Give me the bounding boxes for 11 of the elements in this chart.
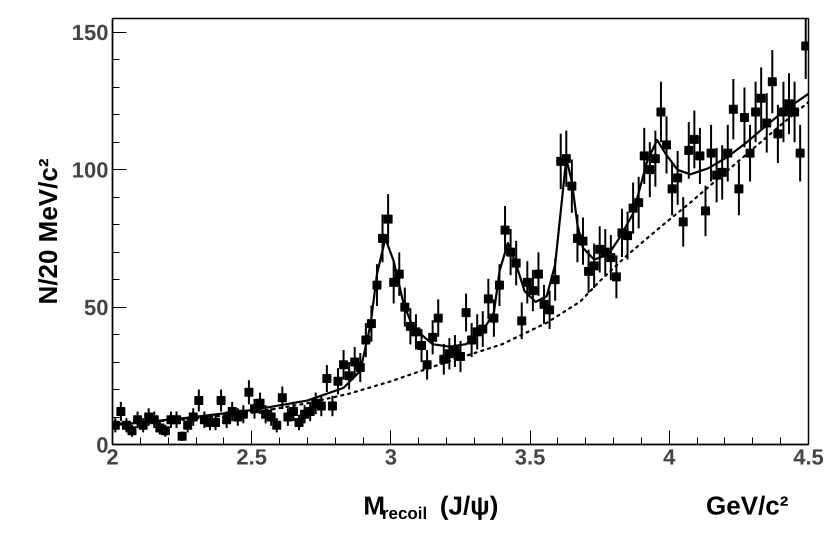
y-tick-label: 150 xyxy=(72,20,109,46)
x-tick-label: 2 xyxy=(106,444,119,470)
x-tick-label: 3 xyxy=(384,444,398,470)
y-tick-label: 50 xyxy=(84,295,109,320)
y-axis-title: N/20 MeV/c² xyxy=(32,158,63,304)
y-tick-label: 100 xyxy=(72,158,109,183)
x-tick-label: 4.5 xyxy=(793,444,824,470)
x-tick-label: 2.5 xyxy=(236,444,267,470)
text: GeV/c² xyxy=(706,490,789,520)
x-tick-label: 4 xyxy=(663,444,676,470)
x-tick-label: 3.5 xyxy=(514,444,546,470)
